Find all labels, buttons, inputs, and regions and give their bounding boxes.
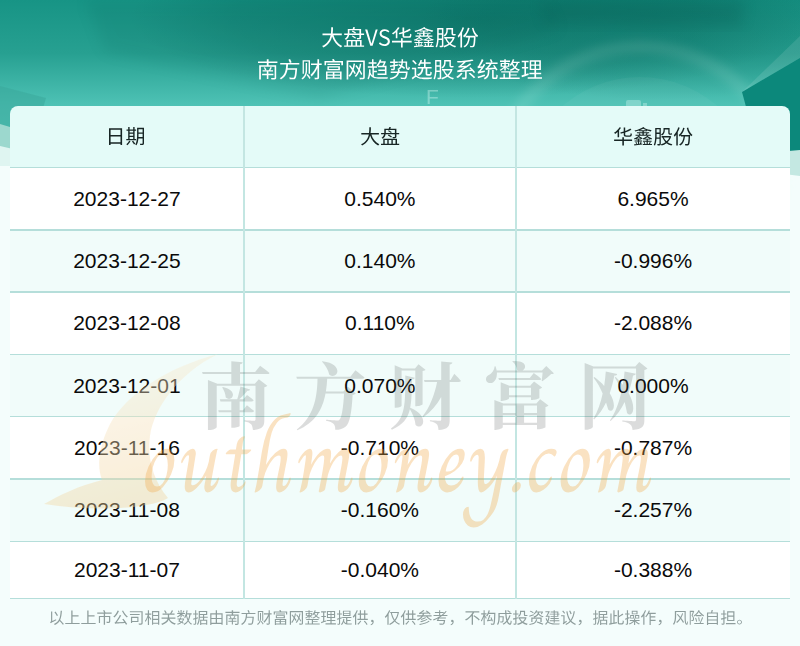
svg-text:F: F xyxy=(426,85,439,108)
